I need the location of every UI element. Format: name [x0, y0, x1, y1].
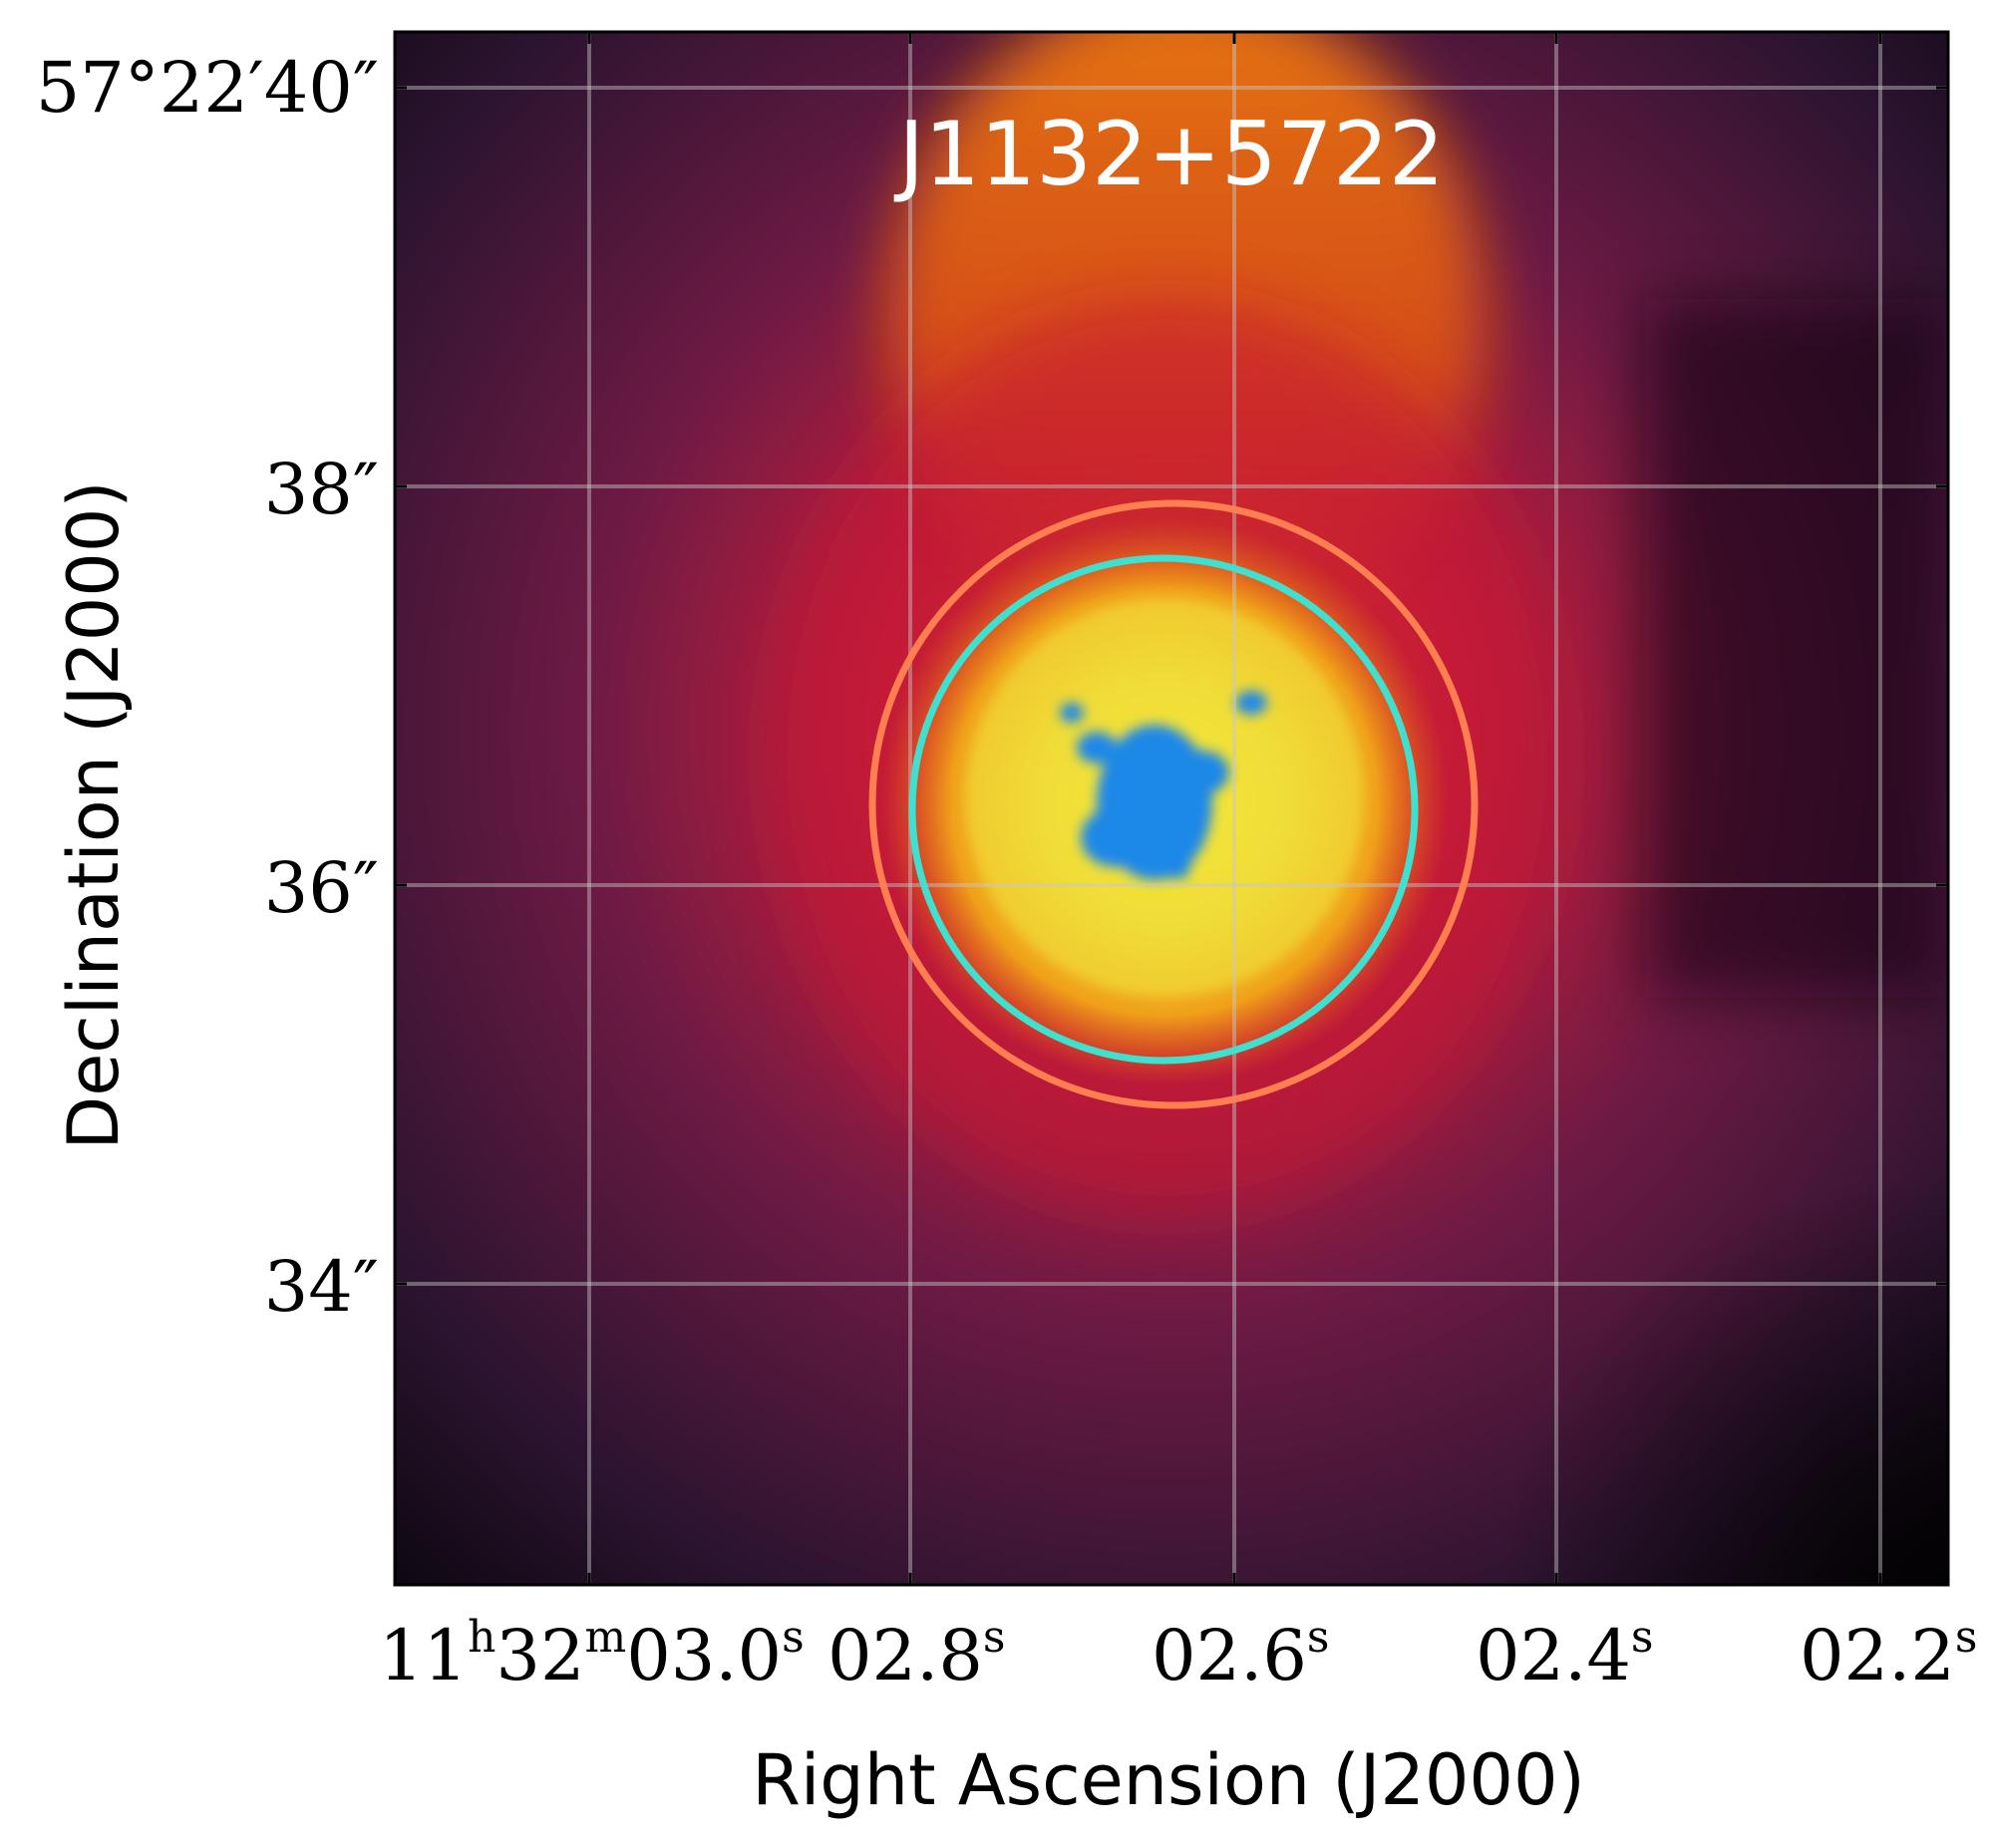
x-axis-label: Right Ascension (J2000)	[752, 1739, 1585, 1821]
x-tick-label: 02.6s	[1152, 1612, 1329, 1696]
outer-aperture-circle	[868, 499, 1479, 1109]
y-tick-labels: 57°22′40″ 38″ 36″ 34″	[36, 47, 379, 1328]
object-title: J1132+5722	[893, 103, 1445, 205]
plot-frame	[393, 30, 1950, 1587]
image-panel	[395, 32, 1948, 1585]
axis-ticks	[395, 32, 1948, 1585]
coordinate-grid	[395, 32, 1948, 1585]
y-axis-label: Declination (J2000)	[53, 480, 135, 1149]
y-tick-label: 34″	[264, 1246, 379, 1328]
blue-emission	[1060, 691, 1267, 880]
x-tick-label: 02.4s	[1476, 1612, 1653, 1696]
image-dark-corner-right	[1645, 299, 1948, 997]
y-tick-label: 38″	[264, 449, 379, 530]
inner-aperture-circle	[908, 554, 1419, 1065]
x-tick-labels: 11h32m03.0s 02.8s 02.6s 02.4s 02.2s	[379, 1612, 1977, 1696]
y-tick-label: 36″	[264, 847, 379, 929]
y-tick-label: 57°22′40″	[36, 47, 379, 129]
x-tick-label: 02.8s	[828, 1612, 1005, 1696]
x-tick-label: 11h32m03.0s	[379, 1612, 805, 1696]
x-tick-label: 02.2s	[1800, 1612, 1977, 1696]
